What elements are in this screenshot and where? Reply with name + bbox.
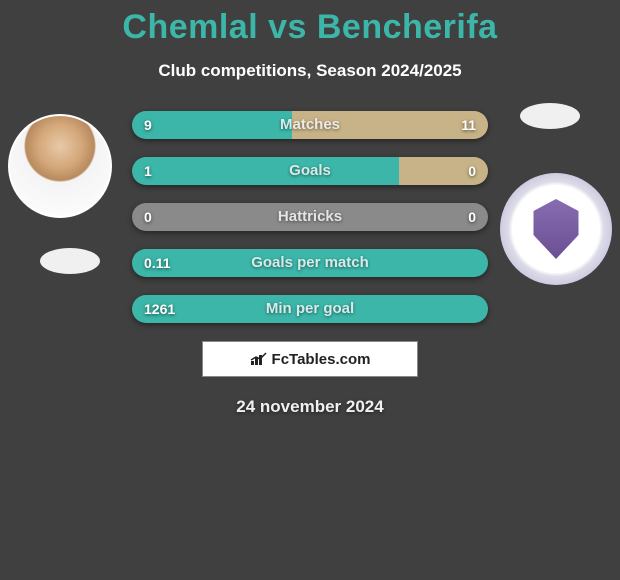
date-text: 24 november 2024 — [0, 397, 620, 417]
stat-label: Matches — [280, 111, 340, 139]
stat-row: 0.11 Goals per match — [132, 249, 488, 277]
player-left-avatar — [8, 114, 112, 218]
attribution-text: FcTables.com — [272, 351, 371, 368]
attribution-box: FcTables.com — [202, 341, 418, 377]
page-title: Chemlal vs Bencherifa — [0, 0, 620, 47]
chart-icon — [250, 352, 268, 366]
stat-value-right: 0 — [468, 203, 476, 231]
player-right-club-badge — [500, 173, 612, 285]
stat-row: 9 Matches 11 — [132, 111, 488, 139]
player-left-club-badge — [40, 248, 100, 274]
stat-label: Goals — [289, 157, 331, 185]
stat-value-left: 1 — [144, 157, 152, 185]
subtitle: Club competitions, Season 2024/2025 — [0, 61, 620, 81]
stat-label: Goals per match — [251, 249, 369, 277]
stats-area: 9Matches111Goals00Hattricks00.11Goals pe… — [0, 111, 620, 323]
stat-value-left: 1261 — [144, 295, 175, 323]
stat-value-right: 0 — [468, 157, 476, 185]
bar-left — [132, 111, 292, 139]
stat-label: Min per goal — [266, 295, 354, 323]
stat-value-left: 0 — [144, 203, 152, 231]
stat-row: 0 Hattricks 0 — [132, 203, 488, 231]
stat-row: 1 Goals 0 — [132, 157, 488, 185]
stat-row: 1261 Min per goal — [132, 295, 488, 323]
stat-rows-container: 9Matches111Goals00Hattricks00.11Goals pe… — [132, 111, 488, 323]
stat-value-left: 0.11 — [144, 249, 170, 277]
bar-left — [132, 157, 399, 185]
stat-label: Hattricks — [278, 203, 342, 231]
stat-value-left: 9 — [144, 111, 152, 139]
stat-value-right: 11 — [461, 111, 476, 139]
player-right-avatar — [520, 103, 580, 129]
